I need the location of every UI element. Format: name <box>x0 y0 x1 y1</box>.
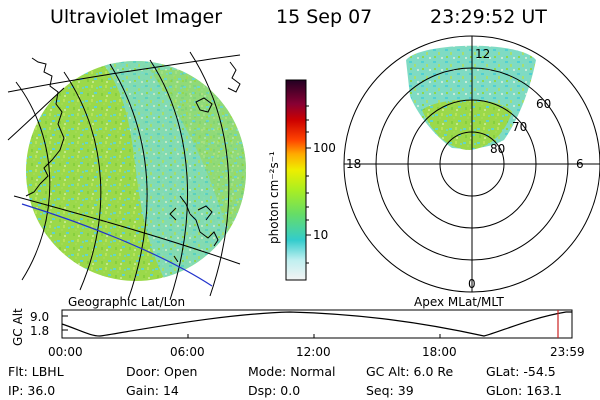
info-glat: GLat: -54.5 <box>486 364 556 379</box>
info-gc-alt: GC Alt: 6.0 Re <box>366 364 454 379</box>
info-dsp: Dsp: 0.0 <box>248 383 301 398</box>
time-tick-00: 00:00 <box>48 345 83 359</box>
info-gain: Gain: 14 <box>126 383 179 398</box>
altitude-curve <box>61 311 572 337</box>
coastline-lines <box>25 57 241 263</box>
mlat-label-60: 60 <box>536 97 552 111</box>
polar-plot <box>343 35 600 293</box>
altitude-chart <box>61 309 573 339</box>
colorbar-tick-10: 10 <box>313 228 329 242</box>
info-ip: IP: 36.0 <box>8 383 56 398</box>
time-tick-2359: 23:59 <box>550 345 585 359</box>
colorbar-tick-100: 100 <box>313 141 336 155</box>
colorbar-unit-label: photon cm⁻²s⁻¹ <box>267 151 281 244</box>
time-tick-18: 18:00 <box>422 345 457 359</box>
mlt-label-6: 6 <box>576 157 584 171</box>
global-uv-image <box>26 61 246 281</box>
time-tick-12: 12:00 <box>296 345 331 359</box>
info-flt: Flt: LBHL <box>8 364 64 379</box>
info-mode: Mode: Normal <box>248 364 336 379</box>
altitude-ytick-9: 9.0 <box>30 310 50 324</box>
colorbar <box>285 79 307 281</box>
altitude-ylabel: GC Alt <box>11 308 25 346</box>
left-map-caption: Geographic Lat/Lon <box>68 295 186 309</box>
time-label: 23:29:52 UT <box>430 6 547 28</box>
instrument-title: Ultraviolet Imager <box>50 6 223 28</box>
terminator-line <box>21 203 213 287</box>
polar-plot-caption: Apex MLat/MLT <box>414 295 504 309</box>
geographic-grid <box>7 51 241 301</box>
mlat-label-70: 70 <box>512 120 528 134</box>
mlt-label-18: 18 <box>346 157 362 171</box>
info-door: Door: Open <box>126 364 198 379</box>
info-seq: Seq: 39 <box>366 383 414 398</box>
altitude-ytick-1-8: 1.8 <box>30 324 50 338</box>
colorbar-ticks <box>306 105 311 264</box>
time-tick-06: 06:00 <box>170 345 205 359</box>
info-glon: GLon: 163.1 <box>486 383 562 398</box>
mlt-label-12: 12 <box>475 47 491 61</box>
mlat-label-80: 80 <box>490 142 506 156</box>
date-label: 15 Sep 07 <box>276 6 373 28</box>
mlt-label-0: 0 <box>468 277 476 291</box>
